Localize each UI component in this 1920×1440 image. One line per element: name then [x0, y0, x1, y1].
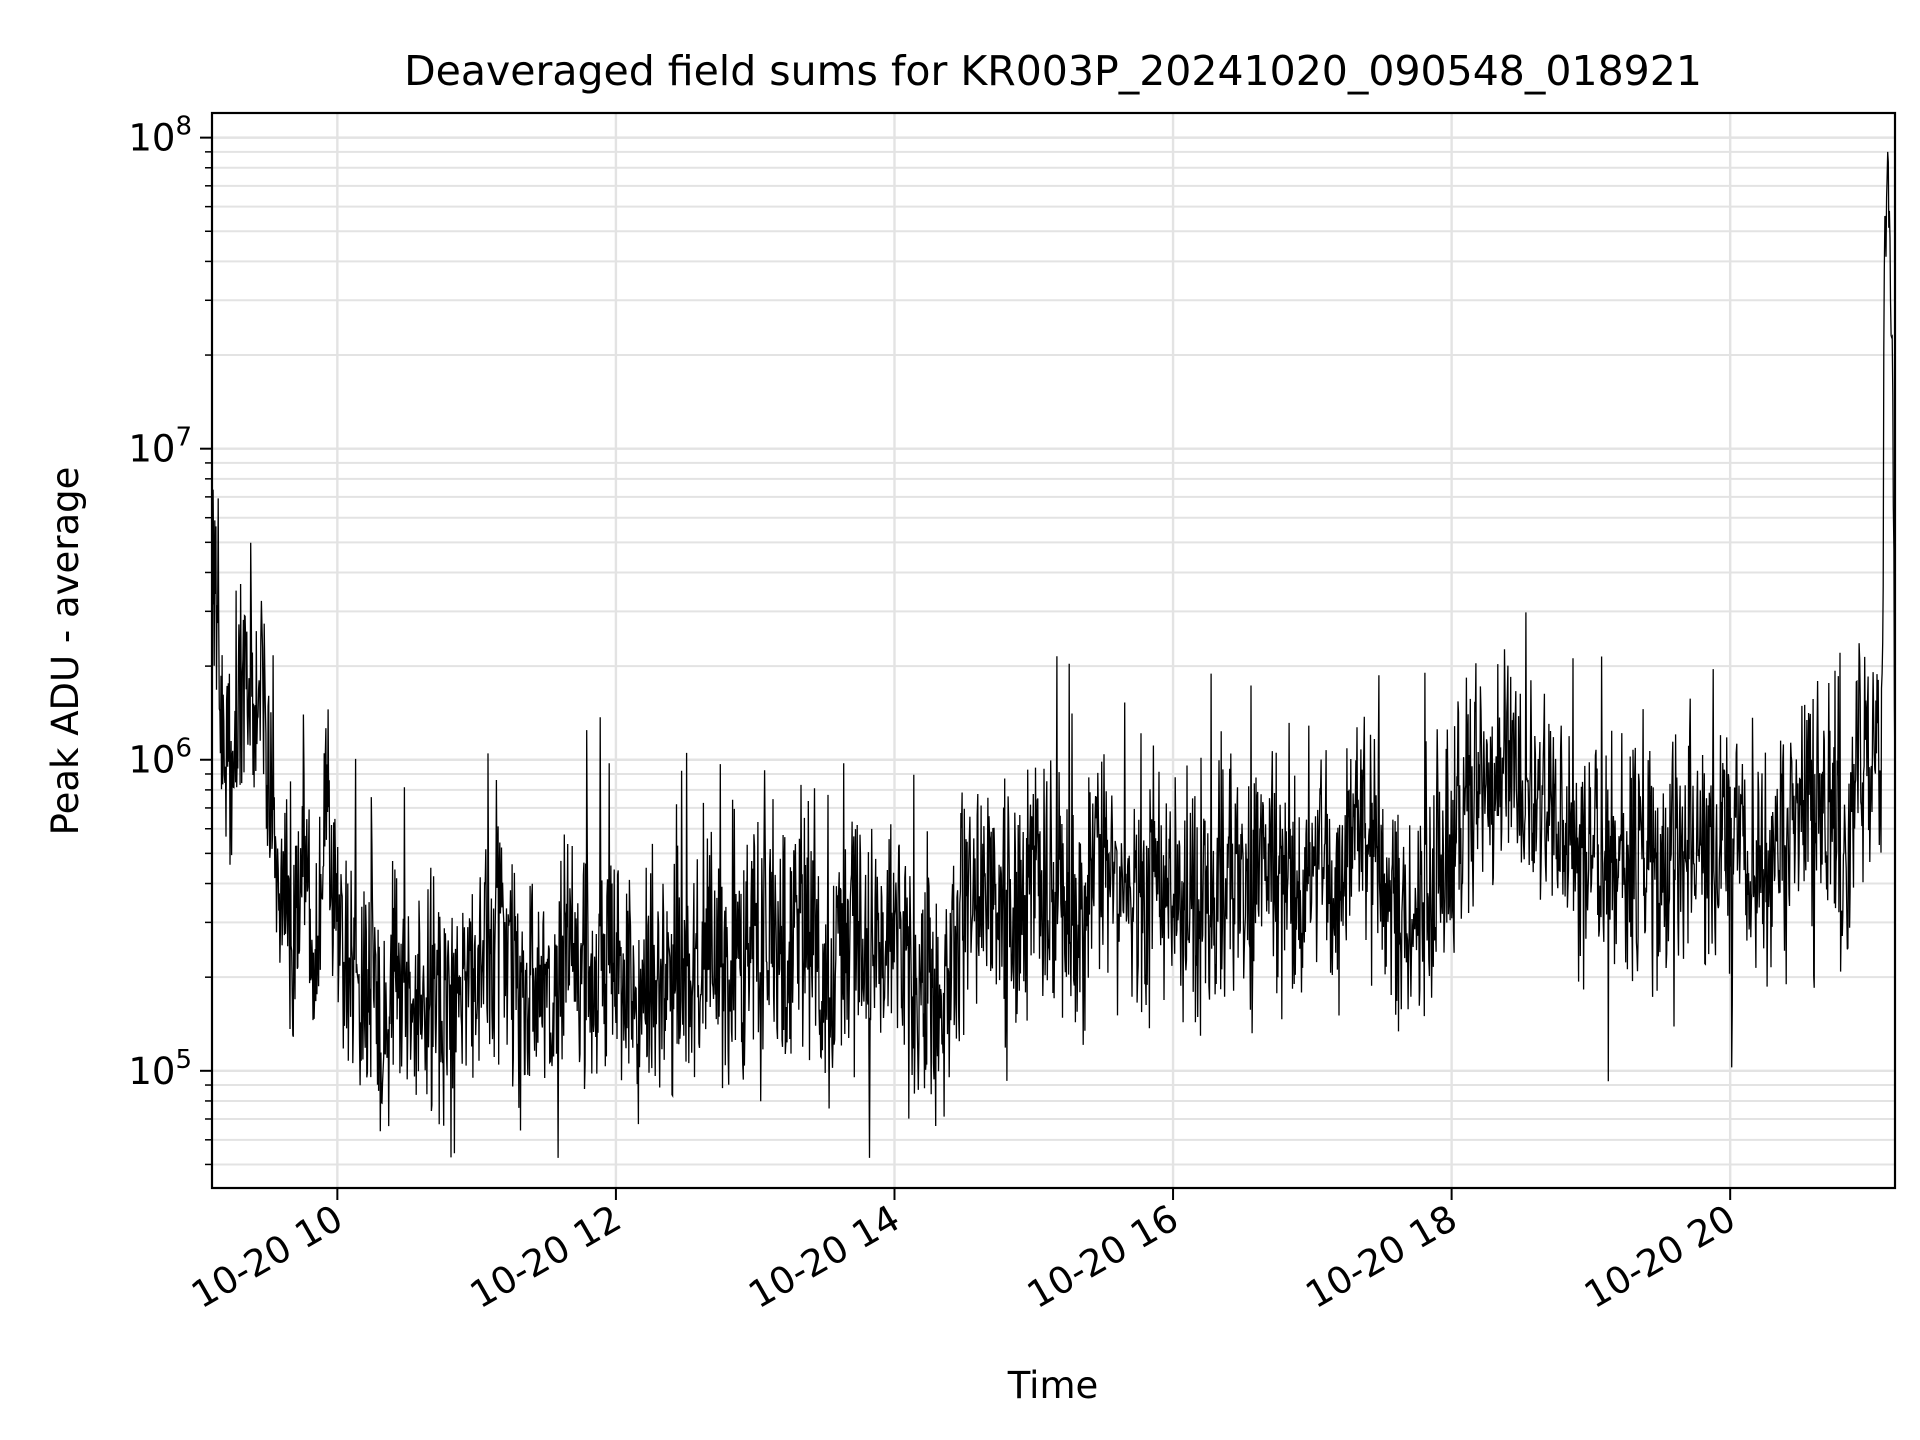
- y-tick-label: 106: [128, 734, 192, 782]
- y-axis: 105 106 107 108: [128, 112, 212, 1166]
- y-tick-label: 107: [128, 423, 192, 471]
- plot-frame: [210, 111, 1897, 1190]
- chart-title: Deaveraged field sums for KR003P_2024102…: [404, 47, 1702, 95]
- series-line: [211, 151, 1896, 1158]
- y-tick-label: 108: [128, 112, 192, 160]
- x-axis-label: Time: [1007, 1364, 1099, 1407]
- y-axis-label: Peak ADU - average: [44, 467, 87, 836]
- y-tick-label: 105: [128, 1045, 192, 1093]
- series-layer: [211, 151, 1896, 1158]
